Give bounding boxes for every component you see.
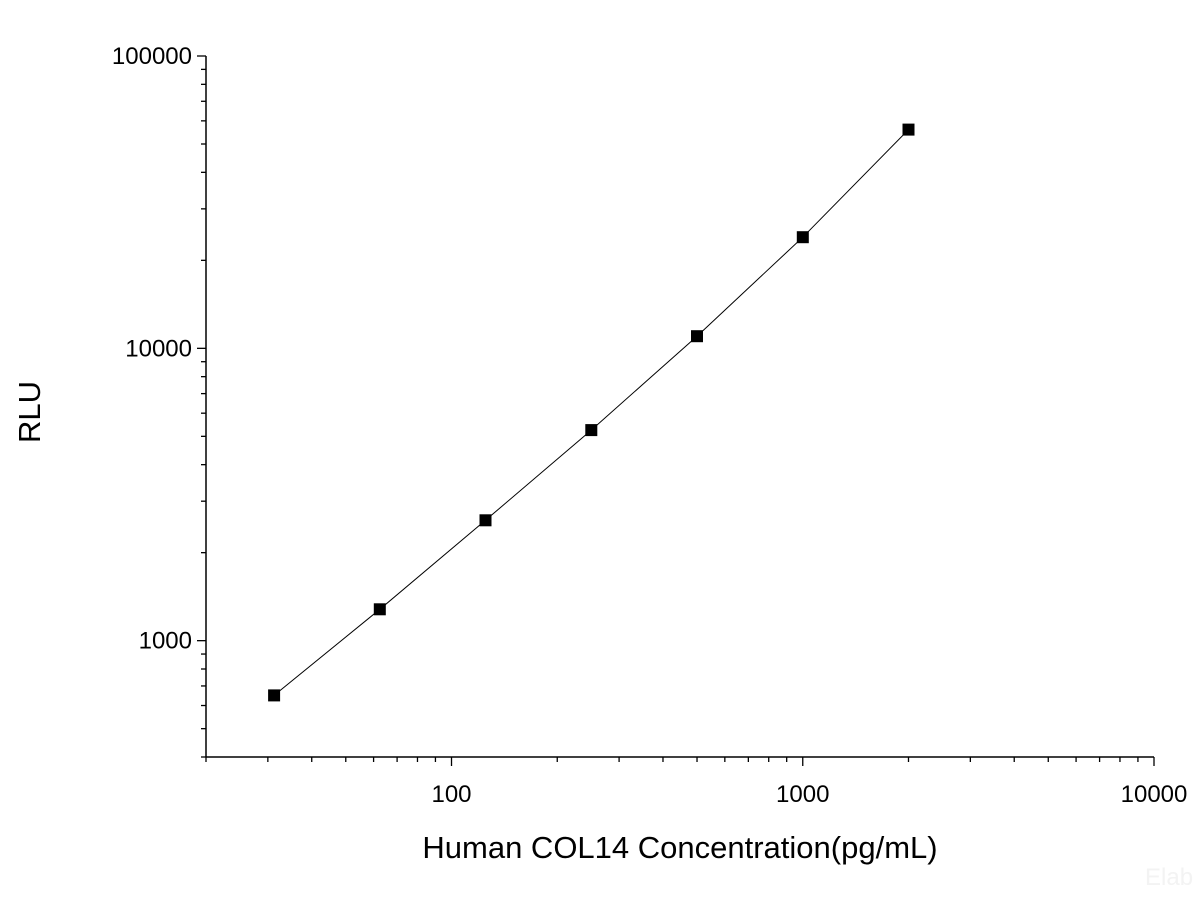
data-point-marker: [902, 123, 915, 136]
y-tick-label: 100000: [112, 43, 192, 70]
data-point-marker: [585, 424, 598, 437]
x-tick-label: 1000: [776, 781, 829, 808]
x-tick-label: 100: [431, 781, 471, 808]
data-point-marker: [268, 689, 281, 702]
data-point-marker: [796, 231, 809, 244]
y-axis-title: RLU: [12, 381, 47, 443]
axis-tick-labels: 100 1000 10000 1000 10000 100000: [112, 43, 1187, 808]
axis-ticks: [197, 55, 1155, 766]
plot-area: [268, 123, 915, 702]
data-point-marker: [691, 330, 703, 343]
x-tick-label: 10000: [1121, 781, 1188, 808]
y-tick-label: 1000: [139, 628, 192, 655]
watermark-text: Elab: [1145, 864, 1193, 891]
data-point-marker: [479, 514, 492, 527]
x-axis-title: Human COL14 Concentration(pg/mL): [422, 830, 937, 865]
data-point-marker: [373, 603, 386, 616]
y-tick-label: 10000: [125, 335, 192, 362]
